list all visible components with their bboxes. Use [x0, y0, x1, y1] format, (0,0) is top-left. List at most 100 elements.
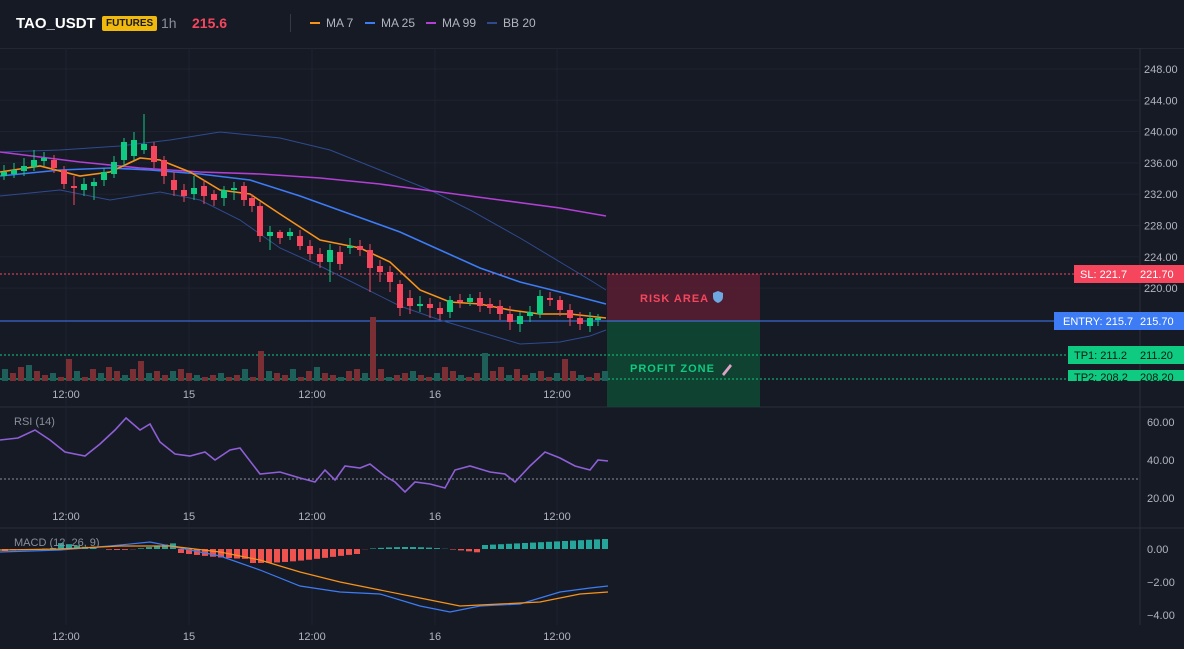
candle-body [31, 160, 37, 167]
candle-body [231, 188, 237, 190]
volume-bar [90, 369, 96, 381]
volume-bar [586, 377, 592, 381]
macd-hist-bar [154, 545, 160, 549]
time-label: 12:00 [52, 389, 80, 401]
macd-hist-bar [122, 549, 128, 550]
volume-bar [490, 371, 496, 381]
volume-bar [186, 373, 192, 381]
candle-body [181, 190, 187, 196]
volume-bar [74, 371, 80, 381]
bb20-swatch-icon [487, 22, 497, 24]
candle-body [151, 146, 157, 162]
grid-horizontals [0, 68, 1140, 289]
volume-bar [98, 373, 104, 381]
candle-body [387, 272, 393, 282]
macd-hist-bar [546, 541, 552, 549]
macd-signal-line [0, 545, 609, 607]
candle-body [71, 186, 77, 188]
candle-body [257, 206, 263, 236]
macd-hist-bar [314, 549, 320, 559]
timeframe-selector[interactable]: 1h [161, 15, 177, 31]
volume-bars [2, 317, 608, 381]
candle-body [487, 304, 493, 308]
tp2-tag-value: 208.20 [1140, 372, 1174, 384]
macd-title: MACD (12, 26, 9) [14, 537, 100, 549]
macd-hist-bar [530, 542, 536, 549]
volume-bar [602, 371, 608, 381]
rsi-title: RSI (14) [14, 416, 55, 428]
ma99-swatch-icon [426, 22, 436, 24]
volume-bar [66, 359, 72, 381]
entry-tag[interactable] [1054, 312, 1184, 330]
candle-body [397, 284, 403, 308]
chart-header: TAO_USDT FUTURES 1h 215.6 MA 7 MA 25 MA … [0, 0, 1184, 49]
candle-body [287, 232, 293, 236]
volume-bar [258, 351, 264, 381]
price-tick-label: 224.00 [1144, 252, 1178, 264]
volume-bar [346, 371, 352, 381]
macd-hist-bar [106, 549, 112, 550]
profit-zone-label: PROFIT ZONE [630, 363, 715, 375]
volume-bar [146, 373, 152, 381]
volume-bar [218, 373, 224, 381]
rsi-axis-60: 60.00 [1147, 417, 1175, 429]
ma25-swatch-icon [365, 22, 375, 24]
candle-body [111, 162, 117, 174]
time-label: 15 [183, 511, 195, 523]
macd-hist-bar [282, 549, 288, 562]
volume-bar [10, 373, 16, 381]
last-price: 215.6 [192, 15, 228, 31]
macd-hist-bar [490, 544, 496, 549]
time-label: 12:00 [543, 511, 571, 523]
volume-bar [338, 377, 344, 381]
volume-bar [442, 367, 448, 381]
volume-bar [482, 353, 488, 381]
candle-body [595, 318, 601, 320]
macd-hist-bar [90, 548, 96, 549]
legend-bb20[interactable]: BB 20 [487, 16, 536, 30]
time-label: 16 [429, 511, 441, 523]
volume-bar [42, 375, 48, 381]
tp1-tag[interactable] [1068, 346, 1184, 364]
candle-body [101, 172, 107, 180]
tp1-tag-value: 211.20 [1140, 350, 1173, 362]
risk-area-label: RISK AREA [640, 293, 709, 305]
legend-ma7[interactable]: MA 7 [310, 16, 353, 30]
volume-bar [202, 377, 208, 381]
candle-body [61, 170, 67, 184]
time-label: 12:00 [298, 511, 326, 523]
candle-body [497, 306, 503, 314]
symbol-title[interactable]: TAO_USDT [16, 15, 96, 32]
volume-bar [546, 377, 552, 381]
tp2-tag[interactable] [1068, 370, 1184, 381]
macd-axis-neg2: −2.00 [1147, 577, 1175, 589]
macd-hist-bar [258, 549, 264, 563]
volume-bar [530, 373, 536, 381]
legend-ma25[interactable]: MA 25 [365, 16, 415, 30]
macd-hist-bar [274, 549, 280, 563]
time-label: 12:00 [543, 389, 571, 401]
price-tick-label: 228.00 [1144, 221, 1178, 233]
volume-bar [474, 373, 480, 381]
candle-body [547, 298, 553, 300]
legend-ma99[interactable]: MA 99 [426, 16, 476, 30]
volume-bar [402, 373, 408, 381]
macd-hist-bar [266, 549, 272, 563]
candle-body [587, 318, 593, 326]
volume-bar [114, 371, 120, 381]
macd-hist-bar [322, 549, 328, 558]
time-label: 15 [183, 389, 195, 401]
macd-hist-bar [66, 544, 72, 549]
rsi-line [0, 416, 609, 494]
macd-histogram [2, 539, 608, 563]
candle-body [537, 296, 543, 314]
macd-hist-bar [410, 547, 416, 549]
macd-hist-bar [506, 543, 512, 549]
volume-bar [362, 373, 368, 381]
macd-axis-neg4: −4.00 [1147, 610, 1175, 622]
sl-tag[interactable] [1074, 265, 1184, 283]
volume-bar [154, 371, 160, 381]
time-label: 12:00 [298, 389, 326, 401]
macd-hist-bar [458, 549, 464, 551]
